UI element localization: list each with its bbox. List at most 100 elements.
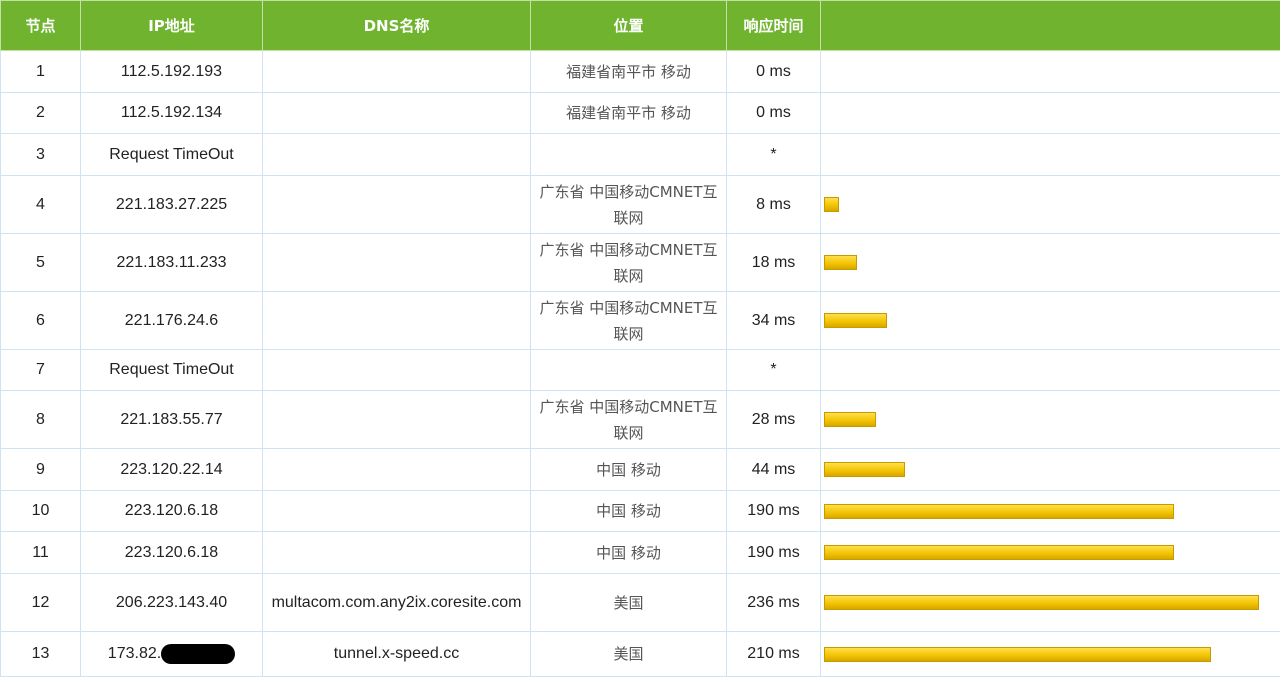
ip-cell: 221.183.27.225 bbox=[81, 176, 263, 234]
latency-bar-cell bbox=[821, 574, 1280, 632]
latency-bar-cell bbox=[821, 93, 1280, 134]
dns-cell bbox=[263, 134, 531, 176]
latency-bar bbox=[824, 647, 1211, 662]
time-cell: 210 ms bbox=[727, 632, 821, 677]
dns-cell bbox=[263, 292, 531, 350]
time-cell: * bbox=[727, 134, 821, 176]
location-cell bbox=[531, 350, 727, 391]
node-cell: 6 bbox=[1, 292, 81, 350]
ip-cell: 206.223.143.40 bbox=[81, 574, 263, 632]
latency-bar bbox=[824, 462, 905, 477]
latency-bar-cell bbox=[821, 176, 1280, 234]
latency-bar-cell bbox=[821, 491, 1280, 532]
ip-cell: 223.120.22.14 bbox=[81, 449, 263, 491]
time-cell: 18 ms bbox=[727, 234, 821, 292]
time-cell: * bbox=[727, 350, 821, 391]
location-cell: 中国 移动 bbox=[531, 491, 727, 532]
ip-cell: 221.183.11.233 bbox=[81, 234, 263, 292]
node-cell: 9 bbox=[1, 449, 81, 491]
node-cell: 12 bbox=[1, 574, 81, 632]
dns-cell bbox=[263, 532, 531, 574]
latency-bar-cell bbox=[821, 532, 1280, 574]
location-cell: 中国 移动 bbox=[531, 532, 727, 574]
header-dns: DNS名称 bbox=[263, 1, 531, 51]
node-cell: 13 bbox=[1, 632, 81, 677]
time-cell: 34 ms bbox=[727, 292, 821, 350]
latency-bar bbox=[824, 545, 1174, 560]
ip-cell: 173.82. bbox=[81, 632, 263, 677]
location-cell: 美国 bbox=[531, 574, 727, 632]
time-cell: 28 ms bbox=[727, 391, 821, 449]
node-cell: 3 bbox=[1, 134, 81, 176]
latency-bar-cell bbox=[821, 51, 1280, 93]
header-time: 响应时间 bbox=[727, 1, 821, 51]
node-cell: 11 bbox=[1, 532, 81, 574]
location-cell: 美国 bbox=[531, 632, 727, 677]
ip-cell: 221.176.24.6 bbox=[81, 292, 263, 350]
dns-cell bbox=[263, 93, 531, 134]
dns-cell: tunnel.x-speed.cc bbox=[263, 632, 531, 677]
time-cell: 8 ms bbox=[727, 176, 821, 234]
location-cell: 福建省南平市 移动 bbox=[531, 51, 727, 93]
time-cell: 236 ms bbox=[727, 574, 821, 632]
latency-bar-cell bbox=[821, 134, 1280, 176]
header-node: 节点 bbox=[1, 1, 81, 51]
redaction-mark bbox=[161, 644, 235, 664]
ip-cell: 112.5.192.134 bbox=[81, 93, 263, 134]
latency-bar bbox=[824, 197, 839, 212]
ip-cell: 221.183.55.77 bbox=[81, 391, 263, 449]
dns-cell: multacom.com.any2ix.coresite.com bbox=[263, 574, 531, 632]
latency-bar-cell bbox=[821, 391, 1280, 449]
ip-cell: 223.120.6.18 bbox=[81, 491, 263, 532]
location-cell: 中国 移动 bbox=[531, 449, 727, 491]
node-cell: 4 bbox=[1, 176, 81, 234]
location-cell: 广东省 中国移动CMNET互联网 bbox=[531, 292, 727, 350]
latency-bar-cell bbox=[821, 292, 1280, 350]
dns-cell bbox=[263, 391, 531, 449]
latency-bar-cell bbox=[821, 350, 1280, 391]
header-row: 节点 IP地址 DNS名称 位置 响应时间 bbox=[1, 1, 1280, 51]
latency-bar bbox=[824, 595, 1259, 610]
latency-bar-cell bbox=[821, 234, 1280, 292]
latency-bar-cell bbox=[821, 632, 1280, 677]
location-cell: 福建省南平市 移动 bbox=[531, 93, 727, 134]
latency-bar bbox=[824, 412, 876, 427]
dns-cell bbox=[263, 350, 531, 391]
latency-bar bbox=[824, 255, 857, 270]
dns-cell bbox=[263, 449, 531, 491]
latency-bar-cell bbox=[821, 449, 1280, 491]
location-cell: 广东省 中国移动CMNET互联网 bbox=[531, 391, 727, 449]
time-cell: 190 ms bbox=[727, 532, 821, 574]
dns-cell bbox=[263, 234, 531, 292]
node-cell: 7 bbox=[1, 350, 81, 391]
dns-cell bbox=[263, 491, 531, 532]
header-location: 位置 bbox=[531, 1, 727, 51]
time-cell: 0 ms bbox=[727, 51, 821, 93]
latency-bar bbox=[824, 504, 1174, 519]
ip-cell: 112.5.192.193 bbox=[81, 51, 263, 93]
header-bar bbox=[821, 1, 1280, 51]
latency-bar bbox=[824, 313, 887, 328]
header-ip: IP地址 bbox=[81, 1, 263, 51]
time-cell: 44 ms bbox=[727, 449, 821, 491]
node-cell: 1 bbox=[1, 51, 81, 93]
time-cell: 190 ms bbox=[727, 491, 821, 532]
location-cell: 广东省 中国移动CMNET互联网 bbox=[531, 176, 727, 234]
location-cell bbox=[531, 134, 727, 176]
node-cell: 5 bbox=[1, 234, 81, 292]
node-cell: 10 bbox=[1, 491, 81, 532]
